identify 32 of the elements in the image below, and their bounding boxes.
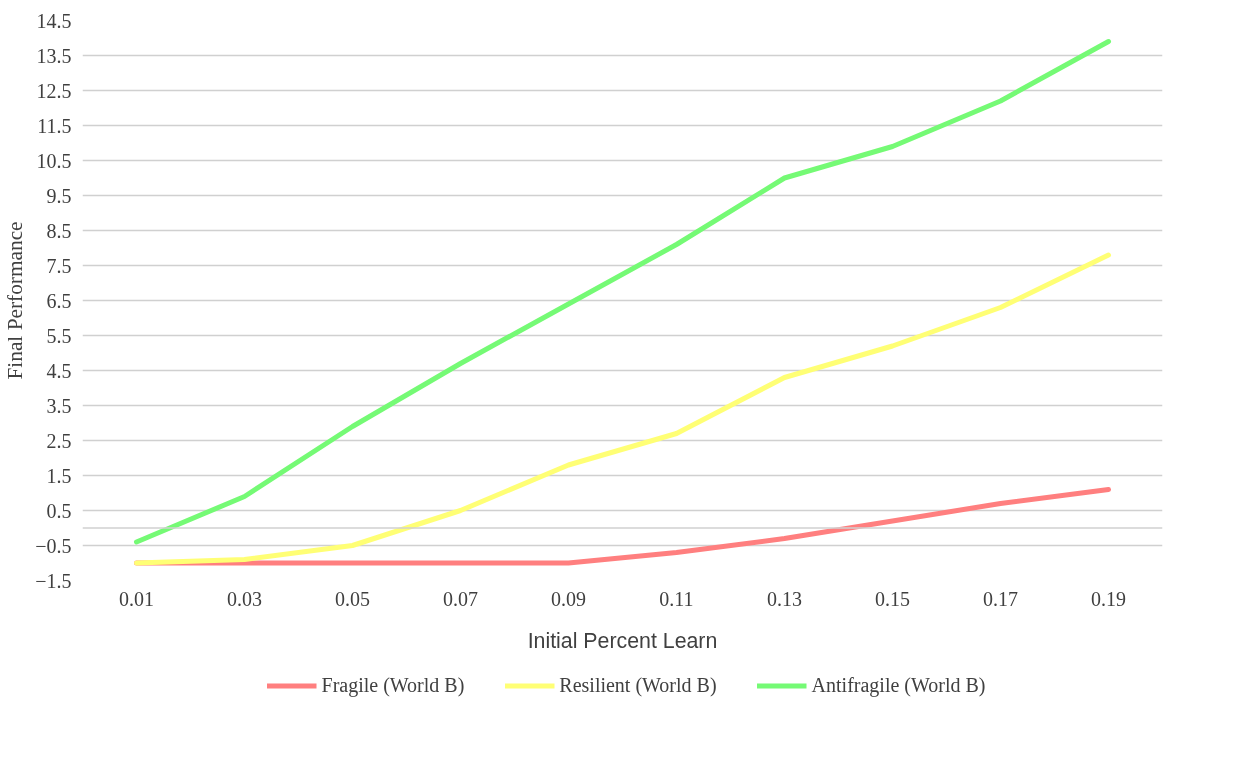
y-tick-label: 5.5 bbox=[46, 324, 72, 347]
y-tick-label: 9.5 bbox=[46, 184, 72, 207]
y-tick-label: 7.5 bbox=[46, 254, 72, 277]
y-tick-label: 6.5 bbox=[46, 289, 72, 312]
x-tick-label: 0.15 bbox=[875, 587, 910, 610]
legend-label: Fragile (World B) bbox=[321, 673, 465, 697]
y-tick-label: −1.5 bbox=[35, 569, 72, 592]
x-tick-label: 0.03 bbox=[227, 587, 262, 610]
x-axis-title: Initial Percent Learn bbox=[527, 628, 718, 653]
y-axis-title: Final Performance bbox=[3, 221, 28, 380]
x-tick-label: 0.19 bbox=[1091, 587, 1126, 610]
y-tick-label: 12.5 bbox=[36, 79, 72, 102]
x-tick-label: 0.17 bbox=[983, 587, 1018, 610]
y-tick-label: −0.5 bbox=[35, 534, 72, 557]
y-tick-label: 2.5 bbox=[46, 429, 72, 452]
y-tick-label: 0.5 bbox=[46, 499, 72, 522]
y-tick-label: 4.5 bbox=[46, 359, 72, 382]
x-tick-label: 0.07 bbox=[443, 587, 478, 610]
x-tick-label: 0.05 bbox=[335, 587, 370, 610]
x-tick-label: 0.11 bbox=[659, 587, 694, 610]
y-tick-label: 13.5 bbox=[36, 44, 72, 67]
y-tick-label: 1.5 bbox=[46, 464, 72, 487]
y-tick-label: 11.5 bbox=[37, 114, 72, 137]
x-tick-label: 0.13 bbox=[767, 587, 802, 610]
y-tick-label: 8.5 bbox=[46, 219, 72, 242]
legend-label: Resilient (World B) bbox=[559, 673, 717, 697]
x-tick-label: 0.01 bbox=[119, 587, 154, 610]
y-tick-label: 3.5 bbox=[46, 394, 72, 417]
y-tick-label: 10.5 bbox=[36, 149, 72, 172]
legend-label: Antifragile (World B) bbox=[811, 673, 986, 697]
x-tick-label: 0.09 bbox=[551, 587, 586, 610]
y-tick-label: 14.5 bbox=[36, 9, 72, 32]
